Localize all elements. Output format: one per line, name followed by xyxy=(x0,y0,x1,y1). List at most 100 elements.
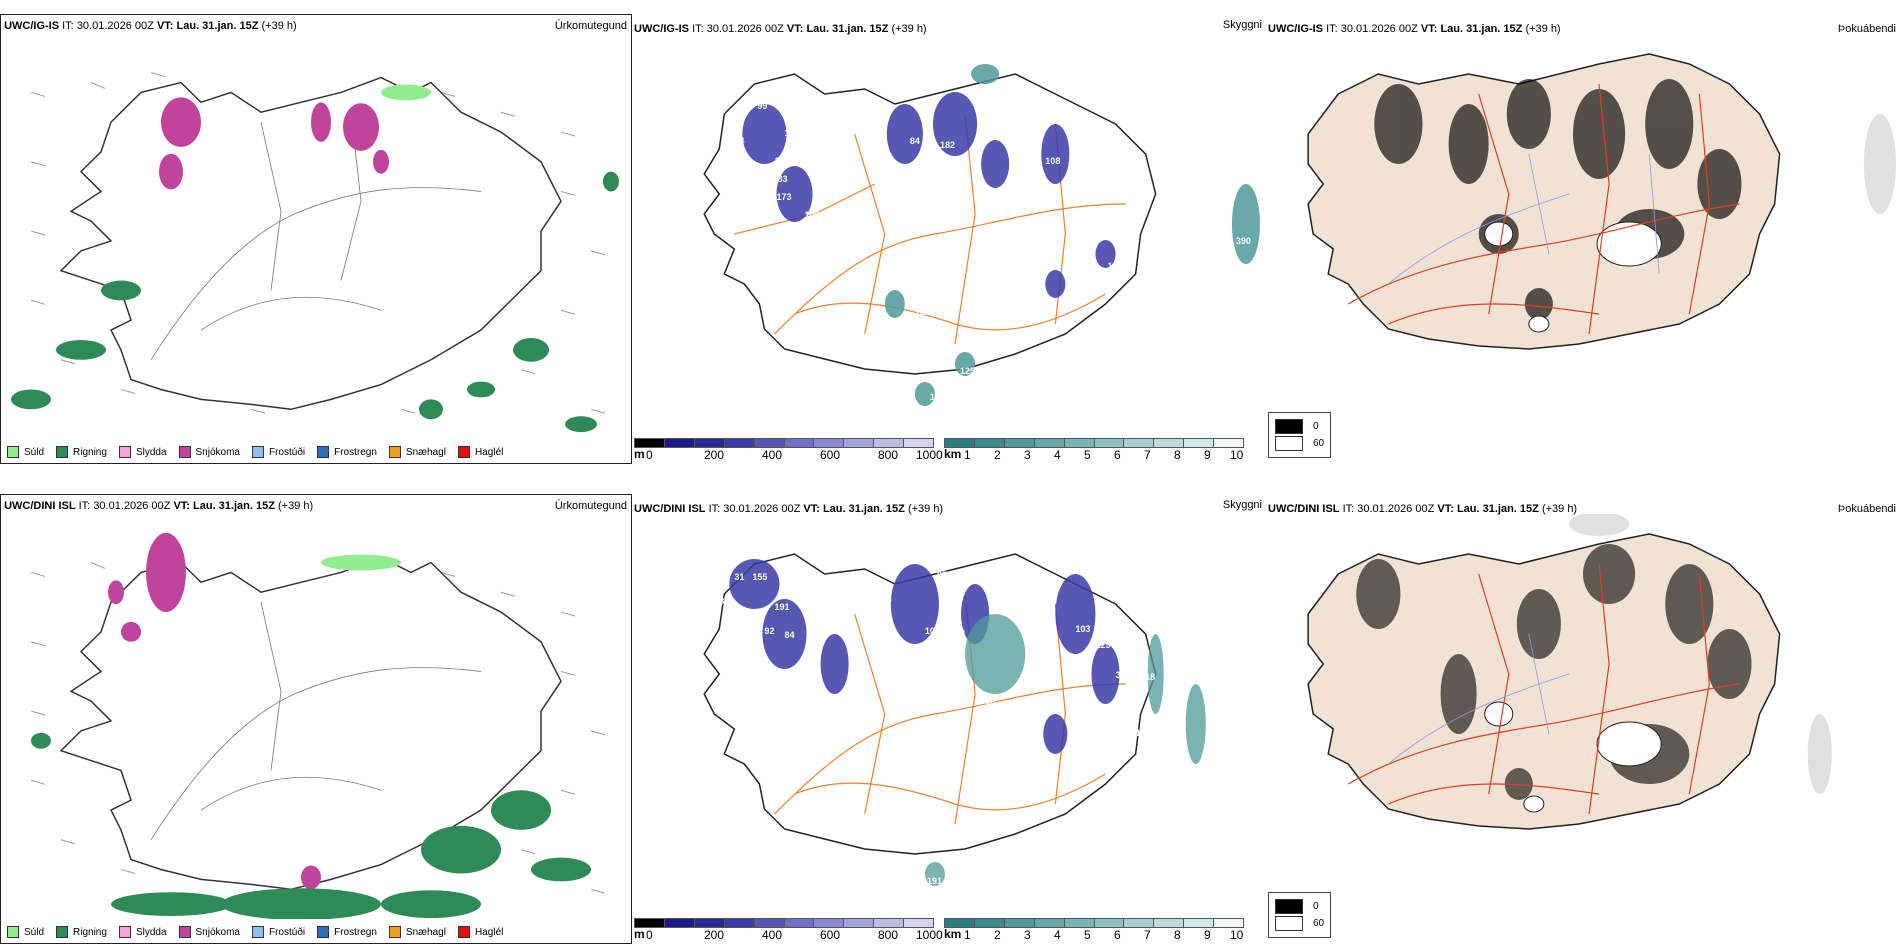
precip-map xyxy=(1,513,631,919)
legend-item: Snjókoma xyxy=(178,926,240,938)
legend-item: Slydda xyxy=(118,926,167,938)
svg-text:173: 173 xyxy=(776,192,791,202)
colorbar-cell xyxy=(874,918,905,928)
panel-type-label: Úrkomutegund xyxy=(554,500,627,512)
colorbar-cell xyxy=(724,438,755,448)
svg-text:97: 97 xyxy=(820,236,830,246)
svg-text:84: 84 xyxy=(784,630,794,640)
svg-text:105: 105 xyxy=(830,704,845,714)
colorbar-cell xyxy=(844,438,875,448)
svg-text:129: 129 xyxy=(1095,640,1110,650)
svg-text:182: 182 xyxy=(940,140,955,150)
svg-text:191: 191 xyxy=(774,602,789,612)
panel-title: UWC/DINI ISL IT: 30.01.2026 00Z VT: Lau.… xyxy=(634,499,1266,518)
legend-item: Frostúði xyxy=(251,926,305,938)
panel-title: UWC/IG-IS IT: 30.01.2026 00Z VT: Lau. 31… xyxy=(634,19,1266,38)
svg-text:155: 155 xyxy=(752,572,767,582)
cloud-legend: 0 60 xyxy=(1268,412,1332,458)
svg-text:101: 101 xyxy=(925,626,940,636)
colorbar-cell xyxy=(784,438,815,448)
svg-text:125: 125 xyxy=(915,307,930,317)
colorbar-cell xyxy=(1004,918,1035,928)
svg-text:136: 136 xyxy=(1107,261,1122,271)
iceland-outline xyxy=(59,76,562,411)
svg-text:11: 11 xyxy=(905,258,915,268)
colorbar-cell xyxy=(974,438,1005,448)
legend-item: Slydda xyxy=(118,446,167,458)
svg-text:87: 87 xyxy=(937,570,947,580)
legend-item: Frostregn xyxy=(317,446,377,458)
svg-text:125: 125 xyxy=(990,204,1005,214)
svg-text:388: 388 xyxy=(1116,670,1131,680)
cloud-panel-bottom: UWC/DINI ISL IT: 30.01.2026 00Z VT: Lau.… xyxy=(1268,494,1900,944)
visibility-colorbar-m: m 0 200 400 600 800 1000 xyxy=(634,438,943,462)
svg-text:118: 118 xyxy=(930,392,945,402)
svg-text:88: 88 xyxy=(719,596,729,606)
colorbar-cell xyxy=(634,918,665,928)
svg-text:155: 155 xyxy=(965,156,980,166)
legend-item: Frostúði xyxy=(251,446,305,458)
svg-text:108: 108 xyxy=(1015,702,1030,712)
legend-item: Rigning xyxy=(56,926,107,938)
svg-text:113: 113 xyxy=(1075,194,1090,204)
colorbar-cell xyxy=(1094,438,1125,448)
colorbar-cell xyxy=(904,438,935,448)
svg-text:100: 100 xyxy=(774,156,789,166)
colorbar-cell xyxy=(1184,438,1215,448)
visibility-colorbar-m: m 0 200 400 600 800 1000 xyxy=(634,918,943,942)
colorbar-cell xyxy=(1184,918,1215,928)
colorbar-cell xyxy=(874,438,905,448)
wind-barbs xyxy=(30,72,606,414)
svg-text:92: 92 xyxy=(764,626,774,636)
svg-text:118: 118 xyxy=(1141,672,1156,682)
colorbar-cell xyxy=(1064,918,1095,928)
svg-text:84: 84 xyxy=(910,136,920,146)
visibility-panel-bottom: UWC/DINI ISL IT: 30.01.2026 00Z VT: Lau.… xyxy=(634,494,1266,944)
precip-panel-top: UWC/IG-IS IT: 30.01.2026 00Z VT: Lau. 31… xyxy=(0,14,632,464)
colorbar-cell xyxy=(754,438,785,448)
svg-text:103: 103 xyxy=(1075,624,1090,634)
colorbar-cell xyxy=(1124,918,1155,928)
colorbar-cell xyxy=(1214,918,1245,928)
svg-text:12: 12 xyxy=(1015,234,1025,244)
svg-text:125: 125 xyxy=(960,366,975,376)
colorbar-cell xyxy=(814,438,845,448)
svg-text:117: 117 xyxy=(935,722,950,732)
colorbar-cell xyxy=(694,918,725,928)
colorbar-cell xyxy=(1094,918,1125,928)
colorbar-cell xyxy=(1064,438,1095,448)
snow-areas xyxy=(159,97,389,190)
legend-item: Frostregn xyxy=(317,926,377,938)
legend-item: Súld xyxy=(7,446,44,458)
colorbar-cell xyxy=(1124,438,1155,448)
colorbar-cell xyxy=(1154,918,1185,928)
colorbar-cell xyxy=(724,918,755,928)
legend-item: Snæhagl xyxy=(388,446,446,458)
panel-type-label: Þokuábendi xyxy=(1837,23,1896,35)
cloud-legend: 0 60 xyxy=(1268,892,1332,938)
visibility-colorbar-km: km 1 2 3 4 5 6 7 8 9 10 xyxy=(944,918,1245,942)
svg-text:390: 390 xyxy=(1236,236,1251,246)
svg-text:183: 183 xyxy=(772,174,787,184)
svg-text:136: 136 xyxy=(1030,654,1045,664)
colorbar-cell xyxy=(904,918,935,928)
panel-type-label: Úrkomutegund xyxy=(554,20,627,32)
svg-text:105: 105 xyxy=(1095,604,1110,614)
svg-text:191: 191 xyxy=(927,876,942,886)
colorbar-cell xyxy=(944,918,975,928)
svg-text:121: 121 xyxy=(1060,294,1075,304)
panel-title: UWC/IG-IS IT: 30.01.2026 00Z VT: Lau. 31… xyxy=(1268,20,1900,38)
svg-text:109: 109 xyxy=(805,210,820,220)
svg-text:110: 110 xyxy=(915,166,930,176)
cloud-map xyxy=(1268,514,1900,914)
visibility-colorbar-km: km 1 2 3 4 5 6 7 8 9 10 xyxy=(944,438,1245,462)
svg-text:108: 108 xyxy=(1045,156,1060,166)
legend-item: Súld xyxy=(7,926,44,938)
legend-item: Snjókoma xyxy=(178,446,240,458)
legend-item: Rigning xyxy=(56,446,107,458)
svg-text:102: 102 xyxy=(940,666,955,676)
colorbar-cell xyxy=(1034,918,1065,928)
precip-map xyxy=(1,33,631,439)
svg-text:86: 86 xyxy=(940,586,950,596)
panel-title: UWC/DINI ISL IT: 30.01.2026 00Z VT: Lau.… xyxy=(1,497,631,515)
